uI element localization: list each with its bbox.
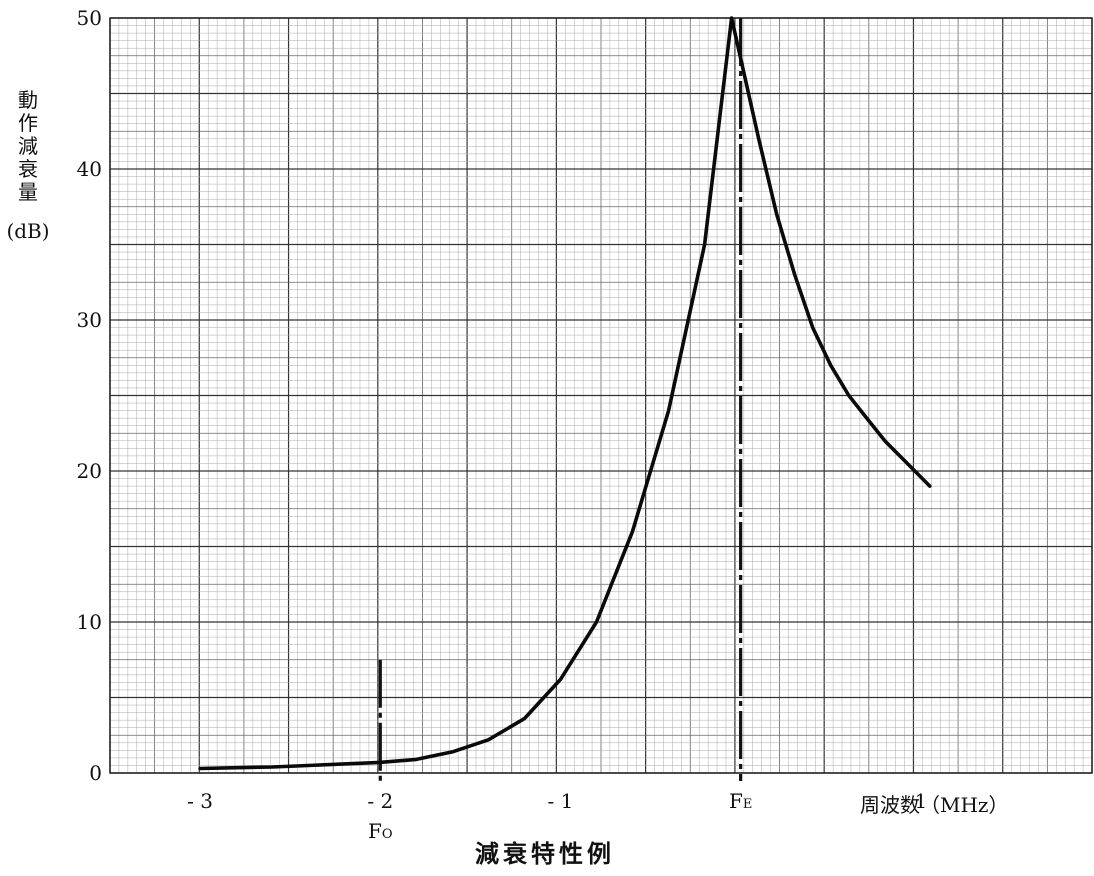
y-tick-label: 40 <box>77 157 102 181</box>
series-layer <box>198 16 932 771</box>
x-axis-label: 周波数（MHz） <box>860 793 1008 817</box>
grid <box>109 17 1093 774</box>
axis-labels: 動 作 減 衰 量 (dB) 周波数（MHz） 減衰特性例 <box>6 88 1008 868</box>
frequency-markers <box>378 18 743 781</box>
y-axis-label-char-4: 衰 <box>18 157 38 181</box>
x-tick-label: 1 <box>914 789 927 813</box>
y-axis-label-char-1: 動 <box>18 88 38 112</box>
y-tick-label: 50 <box>77 6 102 30</box>
series-line-0 <box>198 16 932 771</box>
y-tick-label: 20 <box>77 459 102 483</box>
y-tick-label: 10 <box>77 610 102 634</box>
plot-frame <box>109 17 1093 774</box>
x-tick-label: - 1 <box>548 789 574 813</box>
chart-title: 減衰特性例 <box>475 839 615 868</box>
y-axis-label-char-3: 減 <box>18 134 38 158</box>
x-tick-label: - 2 <box>367 789 393 813</box>
y-axis-unit: (dB) <box>6 219 49 243</box>
x-tick-label: FE <box>729 789 752 813</box>
x-tick-label: - 3 <box>187 789 213 813</box>
marker-label-FO: FO <box>368 819 393 843</box>
y-axis-label-char-2: 作 <box>18 111 38 135</box>
y-tick-label: 0 <box>89 761 102 785</box>
y-axis-label-char-5: 量 <box>18 180 38 204</box>
y-tick-label: 30 <box>77 308 102 332</box>
tick-labels: 0 10 20 30 40 50 - 3 - 2 - 1 FE 1 FO <box>77 6 928 843</box>
